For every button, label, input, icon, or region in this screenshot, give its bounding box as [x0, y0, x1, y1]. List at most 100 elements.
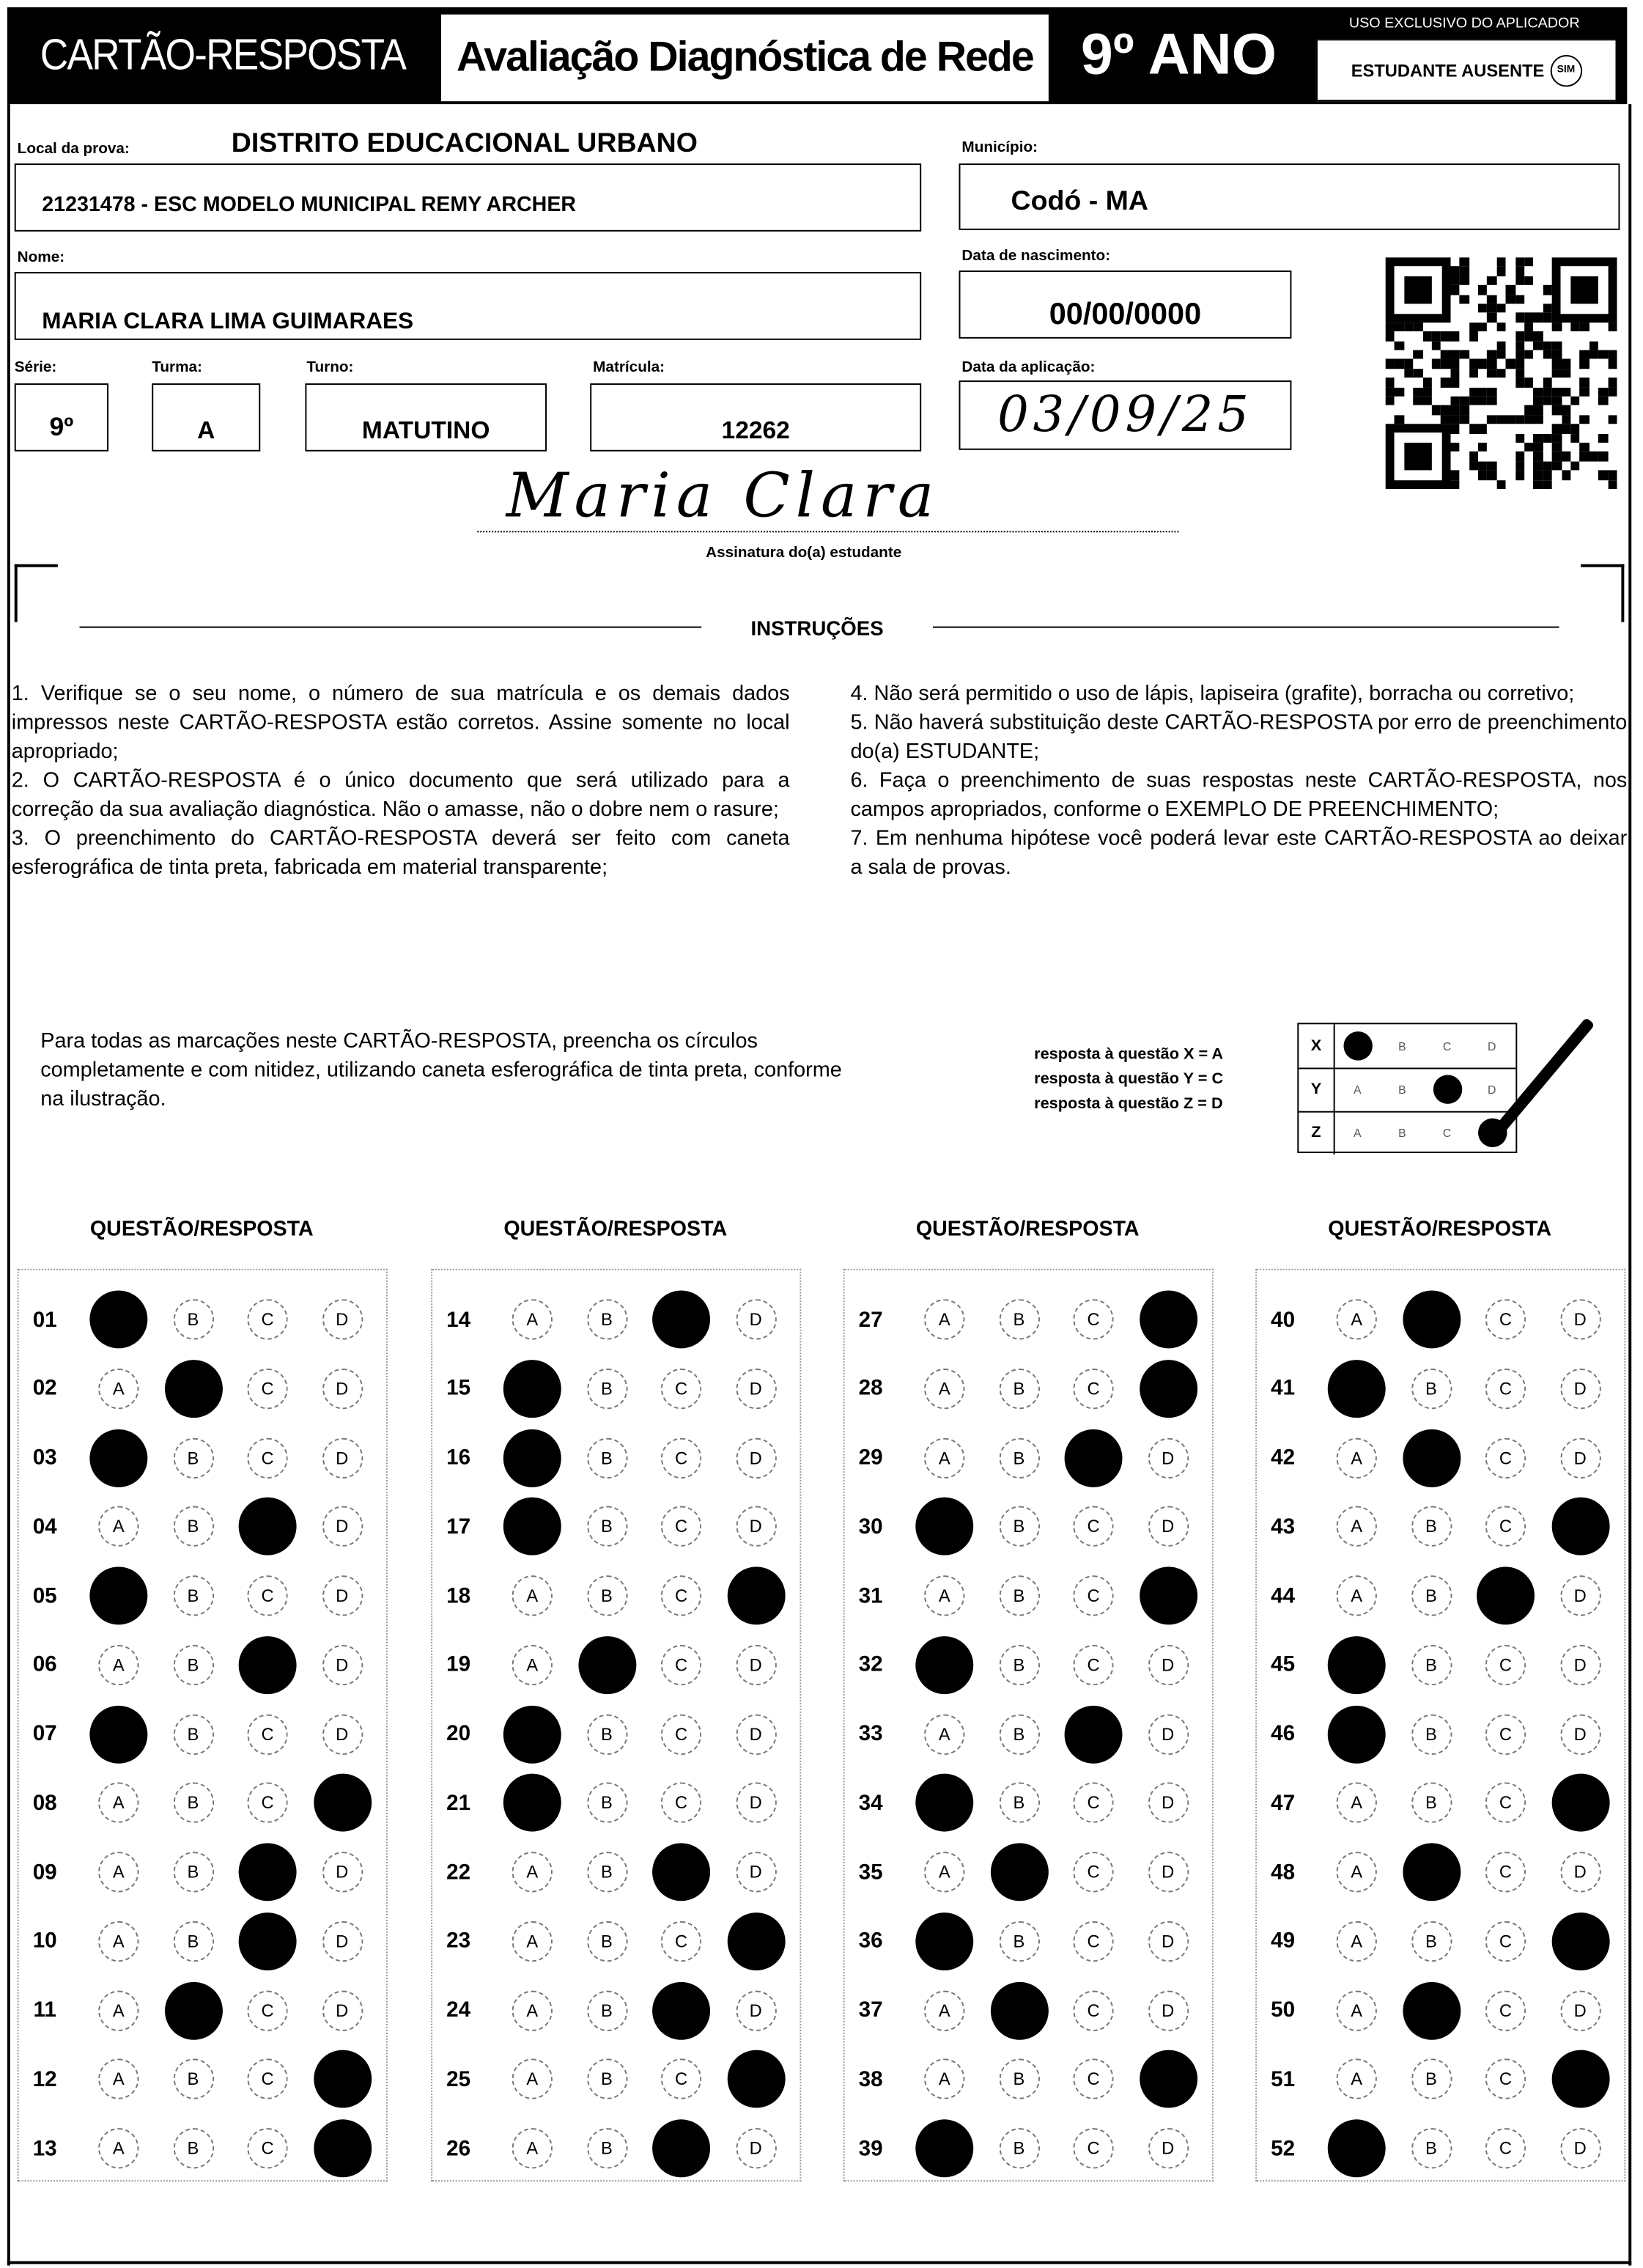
answer-option: C [1485, 2058, 1526, 2100]
marked-answer [238, 1498, 297, 1556]
example-option: B [1398, 1083, 1406, 1096]
qr-cell [1459, 405, 1469, 415]
answer-option: D [1559, 1644, 1600, 1685]
marked-answer [1064, 1704, 1123, 1763]
qr-cell [1478, 387, 1488, 397]
question-number: 15 [446, 1376, 471, 1401]
answer-option: A [98, 1989, 139, 2030]
qr-cell [1450, 442, 1460, 452]
qr-cell [1478, 424, 1488, 434]
qr-cell [1515, 470, 1525, 480]
example-option: C [1442, 1039, 1452, 1053]
qr-cell [1469, 359, 1478, 369]
answer-option: B [998, 2058, 1040, 2100]
qr-cell [1570, 322, 1580, 332]
qr-cell [1459, 396, 1469, 406]
column-header: QUESTÃO/RESPOSTA [1328, 1218, 1552, 1242]
example-option: C [1442, 1126, 1452, 1140]
qr-cell [1450, 396, 1460, 406]
marked-answer [577, 1635, 636, 1694]
question-number: 01 [32, 1307, 57, 1332]
answer-option: D [1559, 1575, 1600, 1616]
answer-option: C [660, 1713, 702, 1754]
marked-answer [1327, 1635, 1386, 1694]
question-number: 13 [32, 2136, 57, 2161]
qr-cell [1552, 442, 1562, 452]
qr-cell [1515, 415, 1525, 424]
answer-option: A [1336, 1852, 1377, 1893]
absent-label: ESTUDANTE AUSENTE [1351, 59, 1545, 81]
instruction-item: 6. Faça o preenchimento de suas resposta… [850, 769, 1628, 822]
qr-cell [1533, 313, 1543, 323]
marked-answer [1327, 1359, 1386, 1418]
answer-option: A [98, 1368, 139, 1409]
example-legend: resposta à questão Z = D [1034, 1095, 1223, 1113]
qr-cell [1515, 331, 1525, 341]
marked-answer [1551, 2050, 1609, 2109]
answer-option: D [735, 1437, 776, 1479]
qr-cell [1533, 387, 1543, 397]
column-header: QUESTÃO/RESPOSTA [503, 1218, 728, 1242]
marked-answer [726, 1912, 785, 1970]
qr-finder [1552, 257, 1617, 323]
answer-option: C [1073, 1852, 1114, 1893]
question-number: 17 [446, 1514, 471, 1539]
turma-label: Turma: [152, 358, 202, 377]
qr-cell [1450, 331, 1460, 341]
qr-cell [1543, 396, 1553, 406]
qr-cell [1487, 470, 1497, 480]
marked-answer [503, 1428, 561, 1487]
answer-option: C [1073, 1575, 1114, 1616]
instruction-item: 7. Em nenhuma hipótese você poderá levar… [850, 827, 1628, 880]
bracket-left [14, 564, 58, 622]
qr-cell [1478, 396, 1488, 406]
qr-cell [1515, 433, 1525, 443]
answer-option: B [1411, 1782, 1452, 1824]
answer-option: C [1485, 1299, 1526, 1340]
qr-cell [1533, 461, 1543, 471]
qr-cell [1469, 461, 1478, 471]
answer-option: A [1336, 1921, 1377, 1962]
marked-answer [726, 2050, 785, 2109]
marked-answer [1402, 1981, 1461, 2039]
answer-option: D [1148, 2128, 1189, 2169]
question-number: 06 [32, 1652, 57, 1677]
qr-finder [1385, 257, 1451, 323]
answer-option: B [998, 1299, 1040, 1340]
qr-cell [1450, 368, 1460, 378]
answer-option: B [172, 1782, 214, 1824]
answer-option: C [660, 1782, 702, 1824]
answer-option: C [247, 1299, 288, 1340]
qr-cell [1496, 340, 1506, 350]
qr-cell [1543, 303, 1553, 314]
example-legend: resposta à questão X = A [1034, 1045, 1224, 1064]
qr-cell [1607, 378, 1617, 388]
qr-cell [1478, 461, 1488, 471]
qr-cell [1385, 331, 1395, 341]
qr-cell [1422, 378, 1432, 388]
answer-option: B [586, 1506, 627, 1547]
qr-cell [1579, 442, 1590, 452]
qr-cell [1431, 405, 1441, 415]
answer-option: C [660, 1575, 702, 1616]
qr-cell [1422, 331, 1432, 341]
qr-cell [1533, 442, 1543, 452]
qr-cell [1403, 322, 1414, 332]
qr-finder-core [1403, 276, 1432, 304]
qr-finder-core [1570, 276, 1599, 304]
example-grid: X B C D Y A B D Z A B C [1297, 1023, 1518, 1155]
answer-option: B [586, 1921, 627, 1962]
marked-answer [1327, 2119, 1386, 2178]
question-number: 32 [858, 1652, 883, 1677]
answer-option: D [1148, 1437, 1189, 1479]
qr-cell [1515, 461, 1525, 471]
answer-option: C [1485, 1852, 1526, 1893]
qr-cell [1515, 378, 1525, 388]
qr-cell [1505, 294, 1515, 304]
qr-cell [1496, 303, 1506, 314]
answer-option: B [998, 1437, 1040, 1479]
answer-option: A [512, 2128, 553, 2169]
qr-cell [1450, 285, 1460, 295]
qr-cell [1543, 470, 1553, 480]
qr-cell [1579, 387, 1590, 397]
